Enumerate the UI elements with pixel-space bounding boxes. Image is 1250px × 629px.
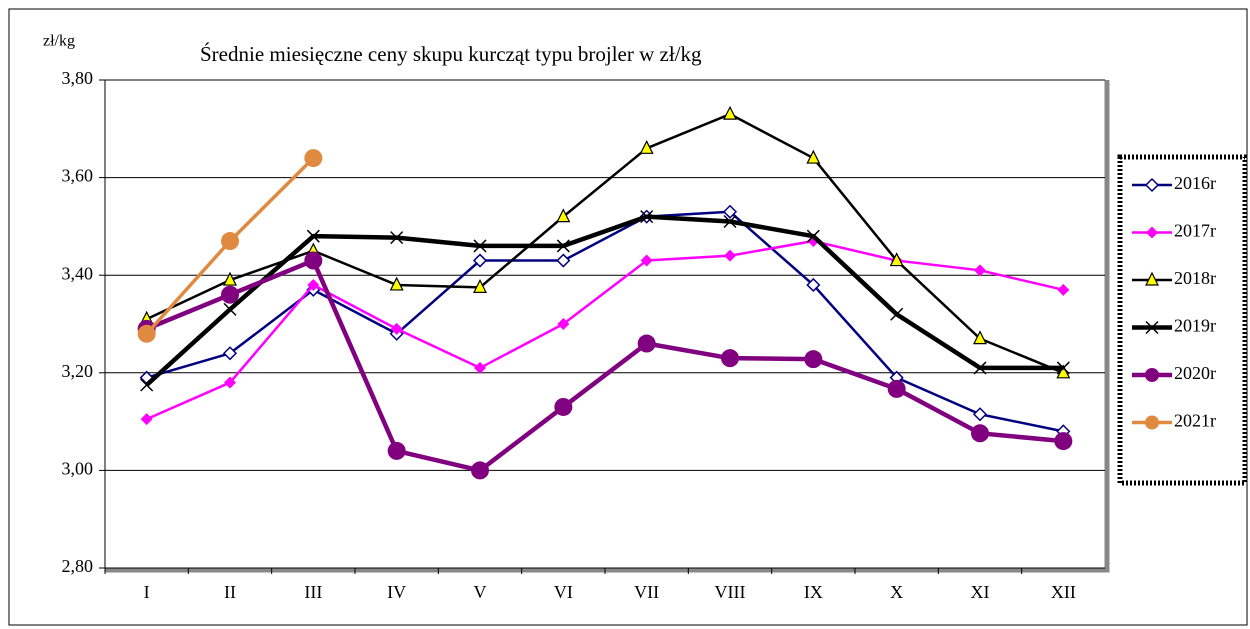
legend-label: 2017r	[1174, 221, 1216, 241]
marker	[640, 254, 653, 267]
marker	[473, 239, 487, 253]
legend-marker	[1144, 177, 1160, 193]
x-tick-label: I	[144, 582, 150, 602]
x-tick-label: IV	[387, 582, 406, 602]
x-tick-label: XII	[1051, 582, 1076, 602]
x-tick-label: VI	[554, 582, 573, 602]
marker	[390, 231, 404, 245]
marker	[724, 249, 736, 262]
marker	[223, 271, 237, 286]
legend-marker	[1146, 226, 1158, 239]
series-line	[146, 112, 1064, 374]
x-tick-label: V	[474, 582, 487, 602]
marker	[554, 397, 573, 416]
chart-title: Średnie miesięczne ceny skupu kurcząt ty…	[200, 42, 702, 66]
marker	[390, 322, 403, 335]
x-tick-label: XI	[971, 582, 990, 602]
x-tick-label: III	[304, 582, 322, 602]
series-line	[145, 214, 1064, 387]
y-tick-label: 3,40	[62, 263, 94, 283]
legend-label: 2020r	[1174, 363, 1216, 383]
marker	[723, 105, 737, 120]
marker	[721, 349, 739, 368]
marker	[804, 350, 823, 369]
marker	[221, 232, 239, 251]
chart-frame	[8, 8, 1248, 626]
marker	[557, 318, 570, 330]
marker	[806, 149, 821, 164]
marker	[722, 204, 738, 219]
legend-marker	[1145, 368, 1159, 382]
marker	[637, 334, 656, 353]
marker	[304, 149, 323, 168]
marker	[137, 324, 156, 343]
marker	[887, 379, 906, 398]
marker	[973, 330, 987, 345]
legend-marker	[1145, 415, 1159, 430]
legend-label: 2018r	[1174, 268, 1216, 288]
marker	[1056, 361, 1070, 375]
legend-marker	[1145, 320, 1159, 335]
legend-box	[1117, 154, 1248, 486]
marker	[806, 229, 820, 243]
series-line	[146, 239, 1064, 421]
x-tick-label: VIII	[715, 582, 746, 602]
legend-marker	[1145, 271, 1159, 286]
marker	[639, 139, 654, 154]
marker	[1054, 432, 1073, 451]
marker	[472, 253, 488, 268]
legend-label: 2016r	[1174, 173, 1216, 193]
x-tick-label: II	[224, 582, 236, 602]
marker	[890, 307, 904, 321]
marker	[223, 302, 237, 316]
marker	[221, 285, 239, 304]
marker	[304, 251, 323, 270]
marker	[306, 229, 320, 243]
marker	[471, 461, 489, 480]
marker	[723, 214, 737, 229]
x-tick-label: VII	[634, 582, 659, 602]
y-tick-label: 3,20	[62, 361, 94, 381]
marker	[307, 278, 320, 291]
marker	[140, 413, 153, 426]
marker	[387, 441, 406, 460]
marker	[973, 361, 987, 375]
x-tick-label: IX	[804, 582, 823, 602]
marker	[972, 407, 988, 422]
marker	[140, 378, 154, 392]
y-tick-label: 3,00	[62, 459, 94, 479]
marker	[556, 239, 570, 253]
plot-shadow	[105, 80, 1110, 573]
y-axis-label: zł/kg	[43, 33, 75, 50]
y-tick-label: 2,80	[62, 556, 94, 576]
x-tick-label: X	[890, 582, 903, 602]
marker	[971, 424, 989, 443]
marker	[474, 361, 486, 374]
marker	[640, 210, 654, 224]
legend-label: 2019r	[1174, 316, 1216, 336]
marker	[556, 253, 571, 268]
marker	[806, 277, 821, 293]
marker	[1057, 283, 1070, 296]
marker	[473, 279, 487, 293]
marker	[889, 252, 904, 267]
marker	[222, 346, 238, 361]
marker	[389, 276, 404, 291]
marker	[224, 376, 236, 389]
legend-label: 2021r	[1174, 411, 1216, 431]
marker	[556, 208, 571, 223]
y-tick-label: 3,80	[62, 68, 94, 88]
series-line	[145, 258, 1064, 473]
marker	[974, 264, 986, 277]
y-tick-label: 3,60	[62, 166, 94, 186]
